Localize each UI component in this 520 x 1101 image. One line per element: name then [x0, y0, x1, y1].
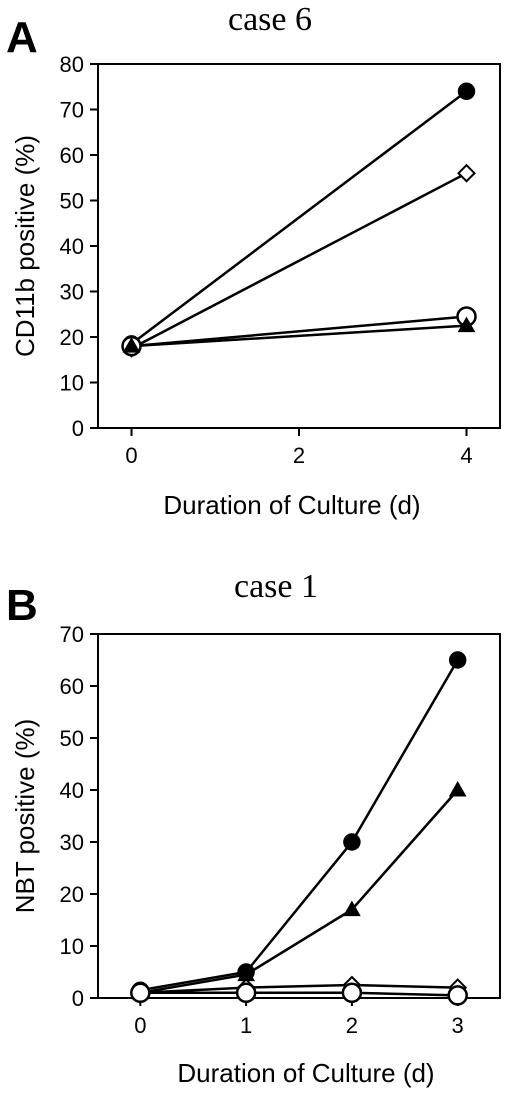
- series-line-open-diamond: [140, 983, 458, 995]
- y-tick-label: 10: [60, 371, 84, 396]
- y-tick-label: 60: [60, 143, 84, 168]
- x-tick-label: 4: [460, 443, 472, 468]
- x-tick-label: 3: [452, 1013, 464, 1038]
- data-point-open-circle: [447, 985, 468, 1006]
- x-tick-label: 2: [293, 443, 305, 468]
- y-tick-label: 10: [60, 934, 84, 959]
- y-tick-label: 30: [60, 830, 84, 855]
- y-tick-label: 70: [60, 622, 84, 647]
- data-point-filled-triangle: [448, 780, 467, 797]
- y-tick-label: 0: [72, 986, 84, 1011]
- series-line-filled-triangle: [131, 324, 467, 348]
- y-tick-label: 40: [60, 778, 84, 803]
- x-axis-label: Duration of Culture (d): [163, 490, 420, 520]
- series-line-filled-circle: [140, 659, 459, 992]
- y-tick-label: 30: [60, 280, 84, 305]
- x-axis-label: Duration of Culture (d): [177, 1058, 434, 1088]
- data-point-filled-circle: [448, 651, 467, 669]
- x-tick-label: 0: [125, 443, 137, 468]
- series-line-filled-triangle: [140, 789, 459, 995]
- y-tick-label: 0: [72, 416, 84, 441]
- data-point-open-circle: [341, 982, 363, 1004]
- y-tick-label: 20: [60, 325, 84, 350]
- y-tick-label: 60: [60, 674, 84, 699]
- data-point-open-circle: [130, 982, 151, 1004]
- x-tick-label: 2: [346, 1013, 358, 1038]
- data-point-filled-triangle: [457, 316, 476, 333]
- data-point-filled-circle: [457, 82, 476, 101]
- data-point-open-diamond: [457, 163, 476, 183]
- y-tick-label: 70: [60, 98, 84, 123]
- y-tick-label: 80: [60, 52, 84, 77]
- x-tick-label: 0: [134, 1013, 146, 1038]
- y-tick-label: 50: [60, 189, 84, 214]
- y-axis-label: CD11b positive (%): [10, 135, 40, 357]
- series-line-filled-circle: [130, 90, 468, 345]
- y-axis-label: NBT positive (%): [10, 719, 40, 914]
- panel-label: A: [6, 13, 38, 62]
- data-point-filled-circle: [343, 833, 361, 851]
- data-point-filled-triangle: [122, 337, 141, 353]
- series-line-open-circle: [131, 315, 467, 348]
- series-line-open-circle: [140, 991, 458, 997]
- plot-frame: [97, 63, 501, 429]
- plot-frame: [97, 633, 501, 999]
- y-tick-label: 50: [60, 726, 84, 751]
- data-point-filled-triangle: [343, 900, 361, 917]
- y-tick-label: 20: [60, 882, 84, 907]
- x-tick-label: 1: [240, 1013, 252, 1038]
- data-point-open-circle: [235, 982, 257, 1004]
- chart-title: case 1: [234, 568, 318, 605]
- chart-title: case 6: [228, 1, 312, 38]
- y-tick-label: 40: [60, 234, 84, 259]
- series-line-open-diamond: [130, 172, 468, 350]
- panel-label: B: [6, 581, 38, 630]
